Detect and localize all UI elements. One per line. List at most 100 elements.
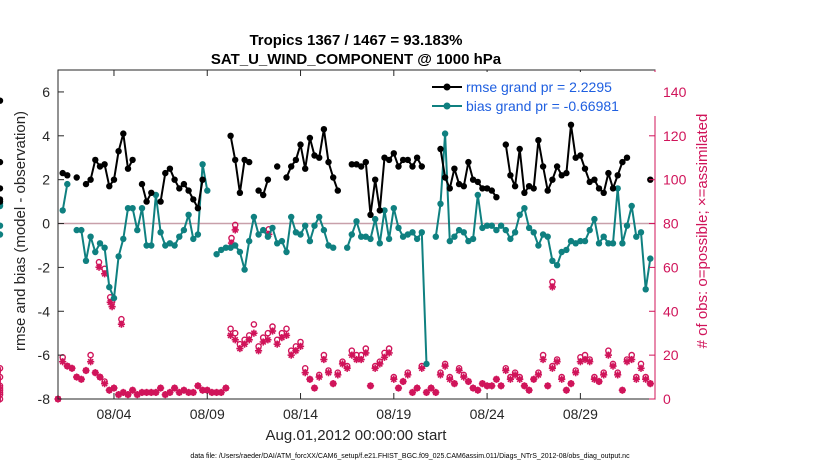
rmse-point — [623, 154, 631, 161]
rmse-point — [162, 169, 169, 177]
obs-assimilated-point — [474, 386, 482, 394]
bias-point — [553, 262, 561, 269]
bias-point — [311, 222, 318, 229]
y-tick-label: -6 — [38, 347, 51, 363]
obs-assimilated-point — [618, 386, 626, 394]
bias-point — [171, 242, 178, 249]
rmse-point — [316, 154, 323, 161]
rmse-point — [493, 194, 500, 201]
obs-assimilated-point — [82, 366, 90, 375]
bias-point — [623, 222, 631, 229]
rmse-point — [544, 187, 551, 194]
obs-assimilated-point — [240, 340, 249, 348]
rmse-point — [143, 198, 150, 205]
bias-point — [73, 226, 80, 234]
bias-point — [316, 213, 323, 221]
bias-point — [157, 229, 164, 236]
obs-assimilated-point — [520, 382, 529, 390]
bias-point — [59, 207, 66, 214]
bias-point — [269, 224, 276, 232]
rmse-point — [553, 163, 561, 170]
plot-background — [58, 70, 655, 399]
obs-assimilated-point — [301, 369, 309, 377]
bias-point — [614, 185, 621, 192]
rmse-point — [581, 165, 589, 172]
obs-assimilated-point — [315, 373, 323, 381]
obs-assimilated-point — [59, 358, 67, 366]
bias-point — [250, 213, 258, 221]
obs-assimilated-point — [184, 388, 193, 397]
bias-point — [255, 231, 262, 238]
bias-point — [204, 187, 211, 194]
obs-assimilated-point — [558, 375, 566, 383]
obs-assimilated-point — [287, 351, 295, 359]
rmse-point — [110, 176, 118, 183]
rmse-point — [283, 174, 290, 181]
y-tick-label: -8 — [38, 391, 51, 407]
bias-point — [101, 244, 108, 251]
rmse-point — [609, 185, 617, 192]
obs-assimilated-point — [380, 353, 389, 361]
obs-assimilated-point — [306, 375, 314, 383]
rmse-point — [549, 176, 556, 183]
x-tick-label: 08/19 — [376, 406, 411, 422]
rmse-point — [138, 180, 146, 188]
bias-point — [637, 229, 645, 236]
y-tick-label: 0 — [42, 216, 50, 232]
obs-assimilated-point — [212, 388, 221, 397]
obs-assimilated-point — [530, 375, 538, 383]
bias-point — [194, 231, 202, 238]
rmse-point — [87, 176, 94, 183]
bias-point — [437, 200, 444, 207]
bias-point — [413, 235, 421, 243]
obs-assimilated-point — [77, 375, 85, 383]
bias-point — [0, 231, 4, 238]
bias-point — [563, 246, 570, 254]
bias-point — [120, 235, 127, 243]
obs-assimilated-point — [222, 384, 230, 392]
chart-title: Tropics 1367 / 1467 = 93.183% — [249, 32, 462, 49]
obs-assimilated-point — [492, 375, 501, 383]
rmse-point — [246, 158, 253, 166]
rmse-point — [441, 174, 449, 181]
rmse-point — [320, 126, 328, 133]
rmse-point — [330, 174, 337, 181]
bias-point — [474, 191, 481, 199]
rmse-point — [73, 174, 80, 181]
obs-assimilated-point — [296, 342, 305, 350]
bias-point — [581, 237, 589, 245]
data-file-footnote: data file: /Users/raeder/DAI/ATM_forcXX/… — [190, 453, 630, 460]
bias-point — [87, 233, 94, 240]
bias-point — [591, 215, 598, 223]
rmse-point — [595, 185, 603, 192]
bias-point — [493, 226, 500, 234]
y-right-tick-label: 100 — [663, 172, 687, 188]
obs-assimilated-point — [217, 388, 225, 397]
rmse-point — [171, 176, 178, 183]
bias-point — [525, 224, 533, 232]
rmse-point — [395, 163, 402, 170]
bias-point — [372, 215, 379, 223]
rmse-point — [474, 178, 481, 186]
y-tick-label: 2 — [42, 172, 50, 188]
rmse-point — [334, 187, 341, 194]
bias-point — [288, 213, 295, 221]
legend-background — [428, 72, 656, 116]
rmse-point — [0, 185, 4, 192]
x-tick-label: 08/04 — [96, 406, 131, 422]
rmse-point — [600, 189, 607, 196]
y-tick-label: 6 — [42, 84, 50, 100]
rmse-point — [264, 176, 272, 183]
obs-assimilated-point — [68, 364, 76, 372]
bias-point — [0, 222, 4, 229]
rmse-point — [507, 172, 514, 179]
rmse-point — [614, 172, 621, 179]
rmse-point — [64, 172, 71, 179]
y-right-tick-label: 0 — [663, 391, 671, 407]
rmse-point — [274, 163, 281, 170]
bias-point — [222, 244, 230, 251]
obs-assimilated-point — [320, 355, 328, 364]
bias-point — [264, 233, 272, 240]
bias-point — [306, 237, 314, 245]
obs-assimilated-point — [502, 366, 510, 375]
